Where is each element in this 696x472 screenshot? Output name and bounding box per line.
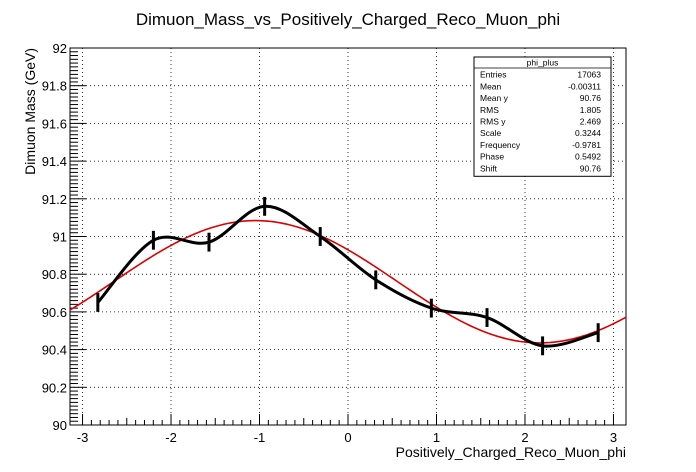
y-tick-label: 91.6 xyxy=(42,116,67,131)
y-tick-label: 90.2 xyxy=(42,380,67,395)
stats-box-frame xyxy=(473,56,612,177)
stats-box-title: phi_plus xyxy=(527,58,559,68)
data-curve xyxy=(96,204,599,348)
y-tick-label: 90.6 xyxy=(42,305,67,320)
y-tick-label: 91.8 xyxy=(42,79,67,94)
y-tick-label: 91.2 xyxy=(42,192,67,207)
data-series xyxy=(69,196,627,356)
stats-row-label: Mean xyxy=(480,81,502,91)
x-tick-label: 2 xyxy=(521,430,528,445)
x-tick-label: 1 xyxy=(433,430,440,445)
stats-row-label: RMS xyxy=(480,105,499,115)
stats-row-value: 1.805 xyxy=(580,105,602,115)
stats-row-value: -0.9781 xyxy=(572,140,601,150)
stats-row-label: Scale xyxy=(480,128,502,138)
y-tick-label: 90.8 xyxy=(42,267,67,282)
x-tick-label: 0 xyxy=(344,430,351,445)
x-tick-label: -3 xyxy=(77,430,89,445)
x-tick-label: 3 xyxy=(610,430,617,445)
y-tick-label: 90 xyxy=(53,418,67,433)
stats-row-label: RMS y xyxy=(480,117,506,127)
chart-title: Dimuon_Mass_vs_Positively_Charged_Reco_M… xyxy=(136,10,560,29)
stats-row-label: Mean y xyxy=(480,93,509,103)
stats-row-label: Entries xyxy=(480,70,506,80)
stats-row-value: -0.00311 xyxy=(568,81,601,91)
x-axis-label: Positively_Charged_Reco_Muon_phi xyxy=(396,444,626,460)
stats-row-label: Frequency xyxy=(480,140,521,150)
y-axis-label: Dimuon Mass (GeV) xyxy=(22,48,38,175)
y-tick-label: 91.4 xyxy=(42,154,67,169)
stats-row-value: 0.5492 xyxy=(575,152,601,162)
stats-row-label: Shift xyxy=(480,163,498,173)
stats-box-rows: Entries 17063 Mean -0.00311 Mean y 90.76 RMS 1.… xyxy=(480,70,601,174)
y-tick-label: 92 xyxy=(53,41,67,56)
x-tick-label: -2 xyxy=(165,430,177,445)
stats-row-value: 17063 xyxy=(577,70,601,80)
y-tick-label: 90.4 xyxy=(42,343,67,358)
stats-row-value: 2.469 xyxy=(580,117,602,127)
stats-box: phi_plus Entries 17063 Mean -0.00311 Mean y 9… xyxy=(473,56,612,177)
y-tick-label: 91 xyxy=(53,230,67,245)
tick-labels: -3 -2 -1 0 1 2 3 90 90.2 90.4 90.6 90.8 91 91.2 91.4 91… xyxy=(42,41,617,445)
stats-row-label: Phase xyxy=(480,152,504,162)
stats-row-value: 90.76 xyxy=(580,163,602,173)
x-tick-label: -1 xyxy=(254,430,266,445)
stats-row-value: 0.3244 xyxy=(575,128,601,138)
axis-ticks xyxy=(70,47,614,426)
stats-row-value: 90.76 xyxy=(580,93,602,103)
